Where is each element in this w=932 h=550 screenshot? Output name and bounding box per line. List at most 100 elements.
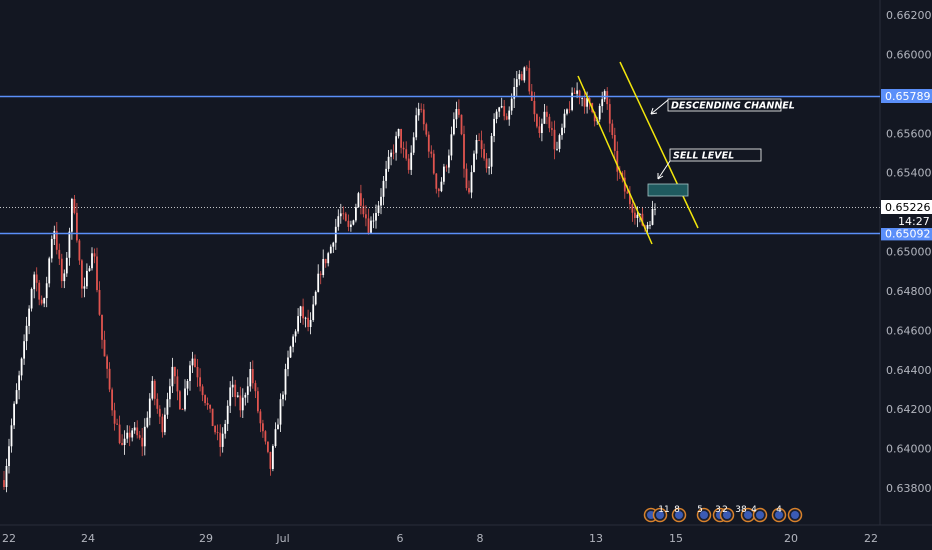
candle <box>453 112 455 136</box>
candle <box>603 89 606 102</box>
candle <box>141 428 144 457</box>
candle <box>269 451 272 476</box>
candle <box>347 214 350 232</box>
candle <box>267 441 269 454</box>
descending-channel-callout[interactable]: DESCENDING CHANNEL <box>650 98 795 115</box>
candle <box>430 145 433 158</box>
candle <box>319 271 322 285</box>
channel-label: DESCENDING CHANNEL <box>671 101 795 112</box>
candle-body <box>209 405 211 409</box>
candle-body <box>234 384 237 397</box>
candle-body <box>581 98 583 99</box>
candle-body <box>136 427 139 436</box>
candle-body <box>629 193 631 205</box>
candle <box>279 393 282 432</box>
event-flag-icon[interactable] <box>787 507 803 523</box>
event-count: 4 <box>751 505 757 515</box>
candle-body <box>558 135 561 149</box>
event-flag-icon[interactable] <box>696 507 712 523</box>
candle <box>470 165 473 199</box>
candle <box>420 103 423 113</box>
candle <box>324 258 327 268</box>
candle-body <box>551 128 553 130</box>
candle-body <box>573 92 576 94</box>
candle <box>546 105 548 125</box>
candle <box>15 383 18 405</box>
candle-body <box>264 431 267 442</box>
event-flag-icon[interactable] <box>719 507 735 523</box>
candle <box>63 269 66 289</box>
candle-body <box>211 408 214 426</box>
candle-body <box>327 253 330 264</box>
time-axis[interactable]: 22 24 29 Jul 6 8 13 15 20 22 <box>2 532 878 545</box>
event-flag-icon[interactable] <box>671 507 687 523</box>
candle-body <box>598 106 601 120</box>
candle-body <box>508 110 511 120</box>
candle-body <box>5 466 8 487</box>
candle-body <box>249 369 252 387</box>
candle <box>219 424 222 457</box>
candle-body <box>141 437 144 447</box>
candle <box>277 418 279 430</box>
candle <box>558 133 561 153</box>
candle-body <box>470 172 473 193</box>
candle-body <box>73 199 76 213</box>
sell-level-zone[interactable] <box>647 183 689 197</box>
candle-body <box>191 358 194 366</box>
candle-body <box>372 220 375 222</box>
candle-body <box>334 226 337 243</box>
candle <box>25 316 28 351</box>
candle <box>450 126 453 161</box>
candle-body <box>571 92 573 110</box>
horizontal-levels[interactable] <box>0 95 880 235</box>
candle-body <box>460 114 463 135</box>
channel-callout-arrowhead <box>650 107 658 115</box>
candle-body <box>18 375 20 391</box>
candle <box>525 65 528 71</box>
last-price-tag-label: 0.65226 <box>885 201 931 214</box>
candle <box>98 281 101 316</box>
descending-channel[interactable] <box>577 61 699 245</box>
channel-upper-line[interactable] <box>619 61 699 229</box>
candle <box>231 376 234 398</box>
candle <box>30 287 33 312</box>
candle-body <box>478 140 480 141</box>
event-flag-icon[interactable] <box>752 507 768 523</box>
event-flag <box>675 511 683 519</box>
candle <box>101 314 103 349</box>
candle <box>377 201 380 216</box>
candle-body <box>483 149 485 159</box>
event-count: 3 <box>715 505 721 515</box>
candle <box>28 305 30 335</box>
candle <box>483 143 485 161</box>
candle-body <box>407 158 410 170</box>
channel-lower-line[interactable] <box>577 75 653 245</box>
candle <box>189 360 191 391</box>
candle-body <box>395 136 397 153</box>
candle <box>613 127 616 161</box>
candle-body <box>86 270 88 287</box>
candle <box>20 357 23 381</box>
candle <box>508 106 511 126</box>
candle <box>480 130 483 158</box>
sell-level-callout[interactable]: SELL LEVEL <box>657 148 762 180</box>
event-flag-icon[interactable] <box>771 507 787 523</box>
candle-body <box>156 398 159 409</box>
candle-body <box>523 67 526 81</box>
candle-body <box>241 397 244 411</box>
candle-body <box>375 213 377 221</box>
candle <box>629 186 631 210</box>
event-flag-icon[interactable] <box>652 507 668 523</box>
candle <box>239 386 242 418</box>
economic-events[interactable]: 11 8 5 3 2 38 4 4 <box>643 505 803 523</box>
candle-body <box>96 256 98 291</box>
candle-body <box>488 166 490 169</box>
candle-body <box>435 173 438 189</box>
candle-body <box>603 91 606 100</box>
price-tick-label: 0.64200 <box>886 403 932 416</box>
candle <box>292 334 294 353</box>
candle <box>417 102 420 121</box>
candle <box>191 351 194 373</box>
date-tick-label: 24 <box>81 532 95 545</box>
